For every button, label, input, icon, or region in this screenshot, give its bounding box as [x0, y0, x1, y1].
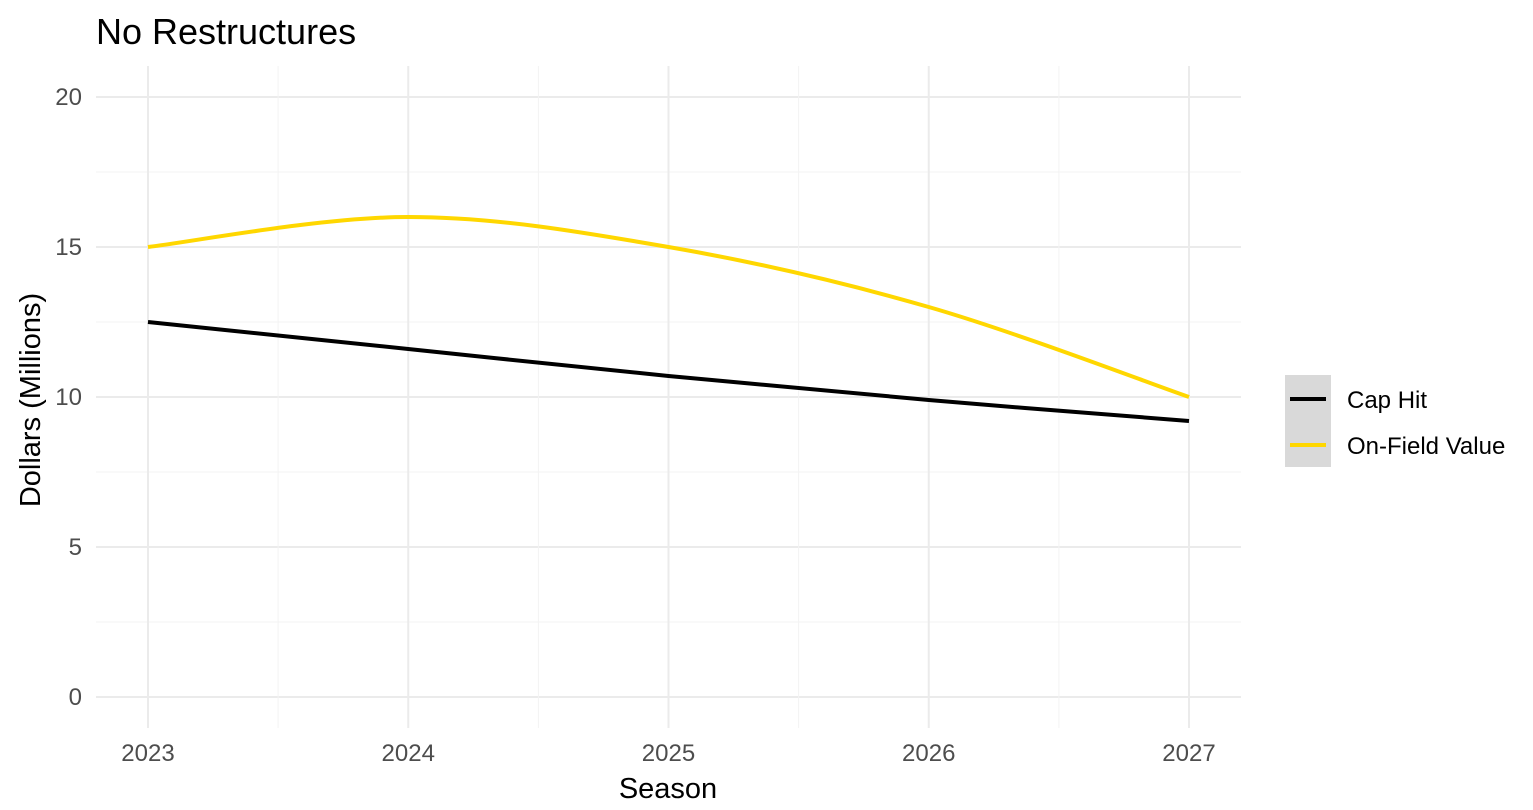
- x-tick-label: 2024: [382, 740, 435, 767]
- y-tick-label: 15: [55, 234, 82, 261]
- series-line-cap-hit: [147, 320, 1190, 423]
- y-tick-label: 5: [69, 534, 82, 561]
- chart-title: No Restructures: [96, 11, 356, 52]
- y-tick-labels: 0 5 10 15 20: [55, 84, 82, 711]
- series-line-on-field-value: [147, 214, 1190, 399]
- x-tick-label: 2023: [121, 740, 174, 767]
- legend: Cap Hit On-Field Value: [1285, 375, 1505, 467]
- grid: [96, 66, 1241, 728]
- y-tick-label: 0: [69, 684, 82, 711]
- x-axis-label: Season: [619, 773, 717, 805]
- x-tick-label: 2026: [902, 740, 955, 767]
- x-tick-labels: 2023 2024 2025 2026 2027: [121, 740, 1215, 767]
- legend-label: On-Field Value: [1347, 433, 1505, 460]
- x-tick-label: 2027: [1162, 740, 1215, 767]
- y-axis-label: Dollars (Millions): [15, 293, 47, 507]
- series-lines: [147, 214, 1190, 423]
- y-tick-label: 10: [55, 384, 82, 411]
- legend-label: Cap Hit: [1347, 387, 1427, 414]
- x-tick-label: 2025: [642, 740, 695, 767]
- legend-key-background: [1285, 375, 1331, 467]
- y-tick-label: 20: [55, 84, 82, 111]
